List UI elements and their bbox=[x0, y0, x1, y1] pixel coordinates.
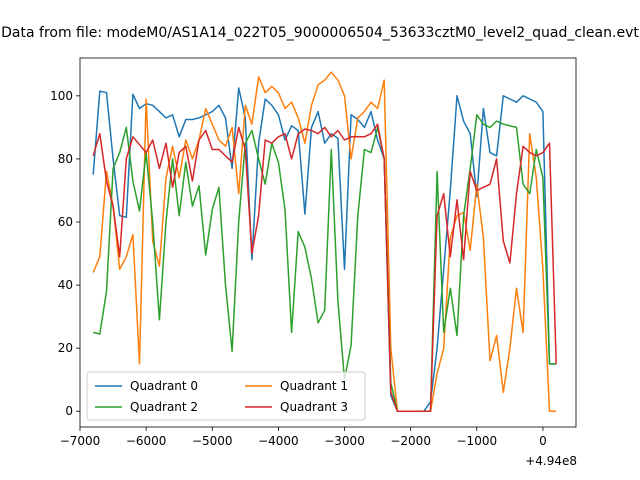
series-layer bbox=[92, 71, 557, 412]
x-tick-label: 0 bbox=[539, 434, 547, 448]
x-tick-label: −3000 bbox=[324, 434, 365, 448]
chart-title: Data from file: modeM0/AS1A14_022T05_900… bbox=[1, 25, 639, 41]
y-tick-label: 20 bbox=[58, 341, 73, 355]
x-axis: −7000 −6000 −5000 −4000 −3000 −2000 −1000 0 bbox=[60, 427, 547, 448]
x-tick-label: −7000 bbox=[60, 434, 101, 448]
series-line-quadrant-2 bbox=[93, 114, 557, 412]
y-tick-label: 60 bbox=[58, 215, 73, 229]
x-tick-label: −5000 bbox=[192, 434, 233, 448]
y-tick-label: 40 bbox=[58, 278, 73, 292]
legend-box bbox=[86, 371, 366, 421]
x-tick-label: −1000 bbox=[457, 434, 498, 448]
legend-label-quadrant-1: Quadrant 1 bbox=[280, 379, 348, 393]
plot-frame bbox=[79, 57, 577, 428]
legend-label-quadrant-3: Quadrant 3 bbox=[280, 400, 348, 414]
legend-label-quadrant-0: Quadrant 0 bbox=[130, 379, 198, 393]
y-tick-label: 80 bbox=[58, 152, 73, 166]
y-tick-label: 100 bbox=[50, 89, 73, 103]
x-tick-label: −4000 bbox=[258, 434, 299, 448]
y-axis: 0 20 40 60 80 100 bbox=[50, 89, 80, 418]
series-line-quadrant-1 bbox=[92, 71, 557, 412]
x-axis-offset-label: +4.94e8 bbox=[525, 454, 577, 468]
series-line-quadrant-0 bbox=[92, 87, 557, 412]
x-tick-label: −2000 bbox=[390, 434, 431, 448]
legend-label-quadrant-2: Quadrant 2 bbox=[130, 400, 198, 414]
legend: Quadrant 0 Quadrant 1 Quadrant 2 Quadrant 3 bbox=[86, 371, 366, 421]
y-tick-label: 0 bbox=[65, 404, 73, 418]
series-line-quadrant-3 bbox=[92, 123, 557, 412]
x-tick-label: −6000 bbox=[126, 434, 167, 448]
